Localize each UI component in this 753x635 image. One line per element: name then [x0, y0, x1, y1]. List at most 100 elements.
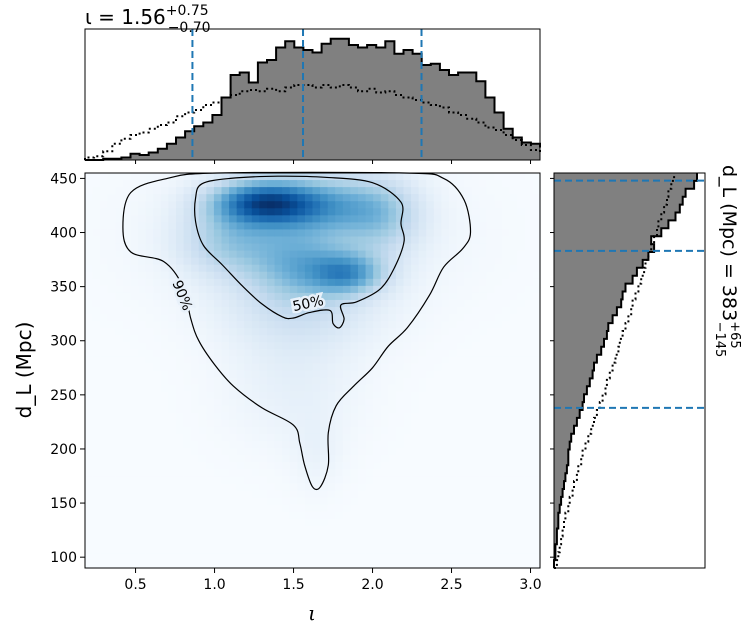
heatmap-cell	[365, 264, 374, 273]
heatmap-cell	[449, 398, 458, 407]
heatmap-cell	[502, 236, 511, 245]
heatmap-cell	[92, 278, 101, 287]
heatmap-cell	[532, 236, 541, 245]
heatmap-cell	[198, 222, 207, 231]
heatmap-cell	[320, 511, 329, 520]
heatmap-cell	[358, 314, 367, 322]
heatmap-cell	[433, 222, 443, 231]
heatmap-cell	[115, 525, 124, 534]
heatmap-cell	[433, 412, 443, 421]
heatmap-cell	[335, 539, 344, 548]
heatmap-cell	[312, 250, 321, 259]
heatmap-cell	[274, 518, 283, 527]
heatmap-cell	[433, 194, 443, 202]
heatmap-cell	[274, 201, 283, 209]
heatmap-cell	[312, 236, 321, 245]
heatmap-cell	[441, 462, 450, 470]
heatmap-cell	[411, 285, 420, 294]
heatmap-cell	[92, 257, 101, 266]
heatmap-cell	[251, 314, 261, 322]
heatmap-cell	[395, 335, 405, 343]
heatmap-cell	[380, 173, 389, 181]
heatmap-cell	[251, 187, 261, 195]
heatmap-cell	[411, 194, 420, 202]
heatmap-cell	[259, 504, 268, 513]
heatmap-cell	[320, 448, 329, 456]
heatmap-cell	[168, 525, 177, 534]
heatmap-cell	[395, 328, 405, 336]
heatmap-cell	[486, 391, 496, 400]
heatmap-cell	[221, 370, 230, 379]
heatmap-cell	[524, 511, 534, 520]
heatmap-cell	[441, 455, 450, 463]
heatmap-cell	[494, 356, 503, 365]
heatmap-cell	[236, 419, 245, 428]
heatmap-cell	[365, 342, 374, 350]
heatmap-cell	[138, 370, 147, 379]
heatmap-cell	[191, 497, 200, 506]
heatmap-cell	[426, 532, 435, 541]
heatmap-cell	[138, 292, 147, 301]
heatmap-cell	[85, 215, 94, 223]
heatmap-cell	[403, 278, 412, 287]
heatmap-cell	[251, 321, 261, 329]
heatmap-cell	[236, 328, 245, 336]
heatmap-cell	[486, 469, 496, 477]
heatmap-cell	[327, 356, 336, 365]
heatmap-cell	[471, 194, 480, 202]
heatmap-cell	[244, 497, 253, 506]
heatmap-cell	[441, 511, 450, 520]
heatmap-cell	[486, 215, 496, 223]
heatmap-cell	[471, 285, 480, 294]
heatmap-cell	[274, 250, 283, 259]
heatmap-cell	[138, 173, 147, 181]
heatmap-cell	[100, 405, 109, 414]
heatmap-cell	[221, 546, 230, 555]
heatmap-cell	[320, 236, 329, 245]
heatmap-cell	[373, 469, 382, 477]
heatmap-cell	[160, 335, 170, 343]
heatmap-cell	[517, 476, 526, 484]
heatmap-cell	[388, 391, 397, 400]
heatmap-cell	[289, 243, 298, 252]
heatmap-cell	[403, 243, 412, 252]
heatmap-cell	[486, 173, 496, 181]
heatmap-cell	[85, 194, 94, 202]
heatmap-cell	[335, 264, 344, 273]
heatmap-cell	[464, 532, 473, 541]
heatmap-cell	[320, 314, 329, 322]
heatmap-cell	[380, 412, 389, 421]
heatmap-cell	[213, 518, 223, 527]
heatmap-cell	[153, 208, 162, 216]
heatmap-cell	[85, 384, 94, 393]
heatmap-cell	[85, 307, 94, 315]
heatmap-cell	[464, 504, 473, 513]
heatmap-cell	[198, 455, 207, 463]
heatmap-cell	[297, 532, 306, 541]
heatmap-cell	[532, 229, 541, 238]
heatmap-cell	[471, 546, 480, 555]
heatmap-cell	[297, 539, 306, 548]
heatmap-cell	[532, 342, 541, 350]
distance-marginal-histogram	[553, 173, 705, 569]
heatmap-cell	[282, 532, 291, 541]
heatmap-cell	[524, 553, 534, 562]
heatmap-cell	[426, 504, 435, 513]
heatmap-cell	[358, 398, 367, 407]
heatmap-cell	[426, 469, 435, 477]
heatmap-cell	[449, 187, 458, 195]
heatmap-cell	[251, 342, 261, 350]
heatmap-cell	[365, 433, 374, 442]
heatmap-cell	[471, 307, 480, 315]
heatmap-cell	[471, 412, 480, 421]
heatmap-cell	[365, 292, 374, 301]
heatmap-cell	[411, 504, 420, 513]
heatmap-cell	[464, 391, 473, 400]
heatmap-cell	[433, 187, 443, 195]
heatmap-cell	[327, 504, 336, 513]
heatmap-cell	[100, 398, 109, 407]
heatmap-cell	[259, 370, 268, 379]
heatmap-cell	[198, 335, 207, 343]
heatmap-cell	[304, 363, 314, 372]
heatmap-cell	[168, 469, 177, 477]
